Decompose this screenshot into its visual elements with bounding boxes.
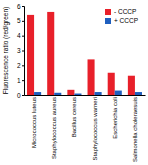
y-tick-mark [22,21,24,22]
bar [34,92,41,95]
y-tick: 2 [17,62,24,69]
legend-entry: + CCCP [105,17,138,24]
y-tick-mark [22,6,24,7]
bar [27,15,34,95]
y-tick: 4 [17,32,24,39]
legend-swatch [105,9,111,15]
bar [74,94,81,95]
y-tick-label: 6 [17,3,21,10]
chart: 0 1 2 3 4 5 6 Micrococcus luteus Staphylococcus … [0,0,148,165]
y-tick-label: 2 [17,62,21,69]
bar [67,90,74,95]
bar [95,92,102,95]
bar [88,59,95,95]
x-axis-line [25,95,146,96]
y-tick-label: 5 [17,17,21,24]
legend: - CCCP + CCCP [105,8,138,24]
x-tick: Bacillus cereus [71,95,77,137]
y-axis-title: Fluorescence ratio (red/green) [2,7,10,94]
x-axis: Micrococcus luteus Staphylococcus aureus B… [25,95,146,162]
x-tick-label: Micrococcus luteus [31,97,37,148]
y-tick-label: 1 [17,77,21,84]
x-tick: Staphylococcus aureus [51,95,57,159]
legend-swatch [105,18,111,24]
y-axis-line [22,7,25,96]
legend-label: + CCCP [114,17,138,24]
x-tick: Escherichia coli [112,95,118,139]
y-tick: 6 [17,3,24,10]
y-tick-label: 0 [17,92,21,99]
y-tick: 3 [17,47,24,54]
x-tick-label: Escherichia coli [112,97,118,139]
x-tick: Micrococcus luteus [31,95,37,148]
bar [128,76,135,95]
x-tick-label: Bacillus cereus [71,97,77,137]
y-tick-mark [22,80,24,81]
legend-label: - CCCP [114,8,136,15]
plot: 0 1 2 3 4 5 6 Micrococcus luteus Staphylococcus … [17,3,146,162]
x-tick-label: Staphylococcus aureus [51,97,57,159]
y-tick-mark [22,65,24,66]
y-tick: 5 [17,17,24,24]
x-tick-label: Salmonella choleraesuis [132,97,138,162]
x-tick: Salmonella choleraesuis [132,95,138,162]
bars [27,12,142,95]
x-tick-label: Staphylococcus warneri [92,97,98,160]
y-tick-label: 3 [17,47,21,54]
bar [108,73,115,95]
y-tick: 0 [17,92,24,99]
y-tick: 1 [17,77,24,84]
bar [135,92,142,95]
y-tick-mark [22,51,24,52]
bar [115,91,122,95]
legend-entry: - CCCP [105,8,136,15]
y-tick-mark [22,95,24,96]
x-tick: Staphylococcus warneri [92,95,98,160]
y-tick-label: 4 [17,32,21,39]
y-axis: 0 1 2 3 4 5 6 [17,3,25,99]
bar [47,12,54,95]
y-tick-mark [22,36,24,37]
bar [54,93,61,95]
